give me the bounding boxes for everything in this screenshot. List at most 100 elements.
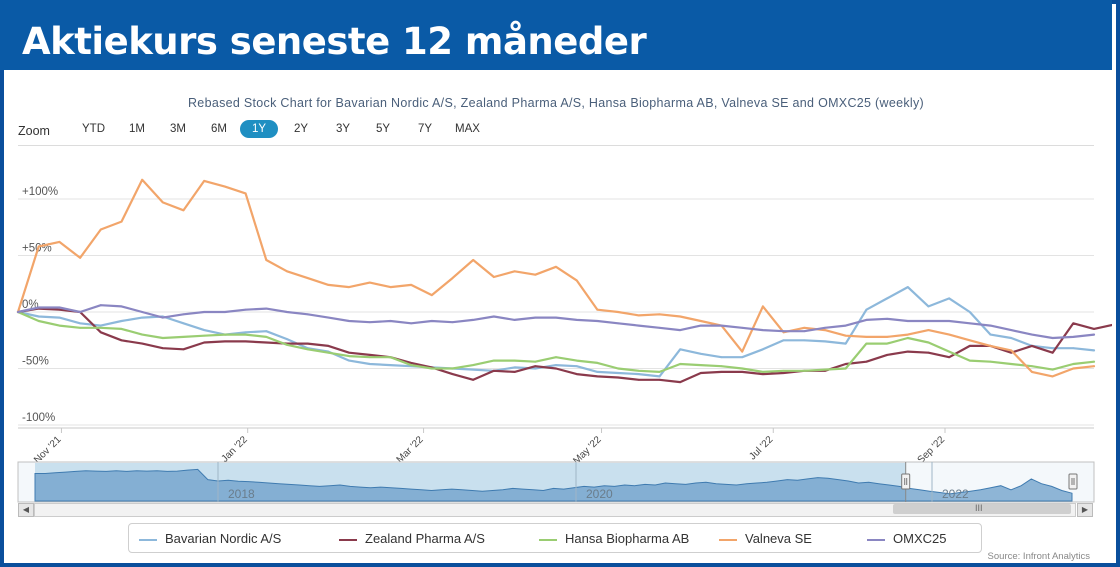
data-point — [141, 178, 144, 181]
data-point — [368, 363, 371, 365]
data-point — [679, 329, 682, 331]
data-point — [141, 342, 144, 345]
legend-item[interactable]: Hansa Biopharma AB — [539, 531, 689, 546]
data-point — [1072, 347, 1075, 350]
data-point — [161, 316, 164, 319]
data-point — [1093, 360, 1095, 363]
data-point — [286, 343, 288, 346]
data-point — [844, 334, 847, 337]
zoom-option-2y[interactable]: 2Y — [294, 123, 309, 135]
data-point — [513, 366, 516, 369]
data-point — [1010, 337, 1013, 339]
data-point — [1093, 328, 1095, 330]
zoom-option-1y[interactable]: 1Y — [240, 120, 278, 138]
data-point — [306, 342, 309, 345]
data-point — [161, 201, 164, 204]
legend-item[interactable]: Bavarian Nordic A/S — [139, 531, 281, 546]
series-points — [17, 311, 1095, 373]
data-point — [989, 360, 992, 363]
data-point — [534, 365, 537, 368]
scroll-track[interactable] — [34, 503, 1076, 517]
data-point — [824, 329, 826, 331]
data-point — [182, 313, 185, 316]
data-point — [286, 338, 288, 340]
zoom-option-7y[interactable]: 7Y — [418, 123, 433, 135]
data-point — [348, 355, 350, 357]
data-point — [865, 360, 868, 363]
data-point — [534, 316, 537, 319]
data-point — [306, 277, 309, 279]
zoom-option-3y[interactable]: 3Y — [336, 123, 351, 135]
data-point — [617, 367, 619, 370]
data-point — [824, 340, 826, 343]
data-point — [575, 279, 578, 282]
data-point — [368, 356, 371, 359]
scroll-thumb[interactable] — [893, 504, 1071, 514]
data-point — [327, 284, 330, 286]
data-point — [824, 326, 826, 329]
legend-swatch — [139, 538, 157, 541]
data-point — [555, 364, 557, 366]
zoom-option-ytd[interactable]: YTD — [82, 123, 105, 135]
scroll-right-button[interactable]: ▶ — [1077, 503, 1093, 517]
data-point — [906, 320, 909, 322]
zoom-option-1m[interactable]: 1M — [129, 123, 145, 135]
data-point — [596, 371, 599, 373]
zoom-option-6m[interactable]: 6M — [211, 123, 227, 135]
data-point — [555, 265, 557, 268]
data-point — [203, 341, 206, 344]
legend-item[interactable]: Zealand Pharma A/S — [339, 531, 485, 546]
data-point — [203, 334, 206, 337]
data-point — [1051, 351, 1054, 354]
data-point — [306, 348, 309, 351]
legend-item[interactable]: OMXC25 — [867, 531, 946, 546]
x-tick-label: Jul '22 — [747, 434, 775, 462]
zoom-option-max[interactable]: MAX — [455, 123, 480, 135]
data-point — [513, 371, 516, 373]
data-point — [368, 354, 371, 356]
data-point — [451, 373, 454, 375]
data-point — [327, 351, 330, 354]
data-point — [1051, 337, 1054, 339]
data-point — [534, 360, 537, 363]
data-point — [658, 371, 661, 373]
data-point — [389, 356, 392, 359]
data-point — [989, 345, 992, 347]
data-point — [389, 364, 392, 366]
data-point — [699, 320, 702, 322]
data-point — [720, 371, 723, 373]
data-point — [1072, 367, 1075, 370]
x-tick-label: Sep '22 — [916, 434, 948, 466]
data-point — [79, 311, 81, 313]
data-point — [306, 313, 309, 316]
zoom-option-5y[interactable]: 5Y — [376, 123, 391, 135]
data-point — [741, 356, 744, 359]
data-point — [637, 314, 640, 317]
data-point — [1010, 349, 1013, 352]
range-handle-right — [1068, 473, 1078, 490]
data-point — [265, 341, 268, 344]
data-point — [782, 339, 785, 342]
data-point — [720, 356, 723, 359]
zoom-option-3m[interactable]: 3M — [170, 123, 186, 135]
data-point — [989, 324, 992, 327]
legend-label: Zealand Pharma A/S — [365, 531, 485, 546]
data-point — [1010, 363, 1013, 365]
data-point — [637, 324, 640, 327]
data-point — [575, 319, 578, 321]
data-point — [451, 367, 454, 370]
data-point — [637, 378, 640, 381]
scroll-left-button[interactable]: ◀ — [18, 503, 34, 517]
data-point — [493, 359, 495, 362]
data-point — [906, 337, 909, 339]
data-point — [99, 228, 102, 231]
data-point — [679, 381, 682, 383]
data-point — [679, 363, 682, 365]
data-point — [120, 328, 123, 330]
data-point — [1051, 368, 1054, 371]
data-point — [430, 320, 433, 322]
data-point — [58, 324, 61, 327]
data-point — [513, 359, 516, 362]
legend-item[interactable]: Valneva SE — [719, 531, 812, 546]
data-point — [224, 185, 226, 188]
